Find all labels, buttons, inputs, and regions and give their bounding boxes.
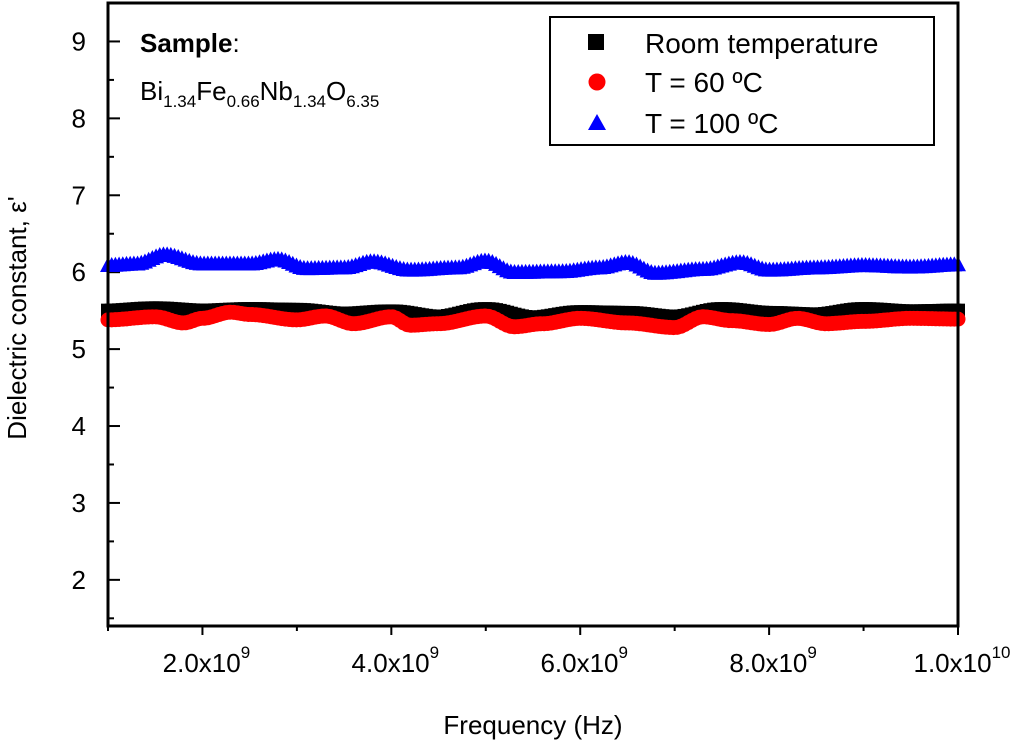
legend-circle-marker xyxy=(588,73,606,91)
y-tick-label: 4 xyxy=(72,411,86,441)
data-series xyxy=(100,246,966,336)
legend-triangle-marker xyxy=(588,114,606,130)
legend-item-60c: T = 60 ºC xyxy=(588,67,763,98)
series-triangle xyxy=(100,246,966,280)
svg-text:Room temperature: Room temperature xyxy=(645,28,878,59)
legend: Room temperature T = 60 ºC T = 100 ºC xyxy=(549,16,935,146)
series-circle xyxy=(100,304,966,336)
y-axis-title: Dielectric constant, ε' xyxy=(2,196,32,439)
x-tick-label: 1.0x1010 xyxy=(914,643,1011,678)
svg-text:T = 100 ºC: T = 100 ºC xyxy=(645,108,778,139)
plot-frame xyxy=(106,1,960,628)
legend-item-room-temperature: Room temperature xyxy=(588,28,878,59)
svg-text:T = 60 ºC: T = 60 ºC xyxy=(645,67,763,98)
y-tick-label: 3 xyxy=(72,488,86,518)
x-tick-label: 8.0x109 xyxy=(729,643,817,678)
legend-square-marker xyxy=(588,34,604,50)
x-tick-label: 6.0x109 xyxy=(540,643,628,678)
y-tick-label: 9 xyxy=(72,26,86,56)
x-tick-label: 2.0x109 xyxy=(163,643,251,678)
x-tick-label: 4.0x109 xyxy=(352,643,440,678)
y-tick-label: 2 xyxy=(72,565,86,595)
sample-label: Sample xyxy=(140,28,233,58)
legend-item-100c: T = 100 ºC xyxy=(588,108,778,139)
svg-text:Sample:: Sample: xyxy=(140,28,240,58)
sample-formula: Bi1.34Fe0.66Nb1.34O6.35 xyxy=(140,76,379,111)
y-tick-label: 8 xyxy=(72,103,86,133)
y-tick-label: 6 xyxy=(72,257,86,287)
sample-colon: : xyxy=(233,28,240,58)
legend-box xyxy=(549,16,935,146)
y-tick-label: 7 xyxy=(72,180,86,210)
y-tick-label: 5 xyxy=(72,334,86,364)
sample-annotation: Sample: Bi1.34Fe0.66Nb1.34O6.35 xyxy=(140,28,379,111)
x-axis-title: Frequency (Hz) xyxy=(443,710,622,740)
tick-labels: 2 3 4 5 6 7 8 9 2.0x109 4.0x109 6.0x109 8.0x109 1.0x… xyxy=(72,26,1011,678)
